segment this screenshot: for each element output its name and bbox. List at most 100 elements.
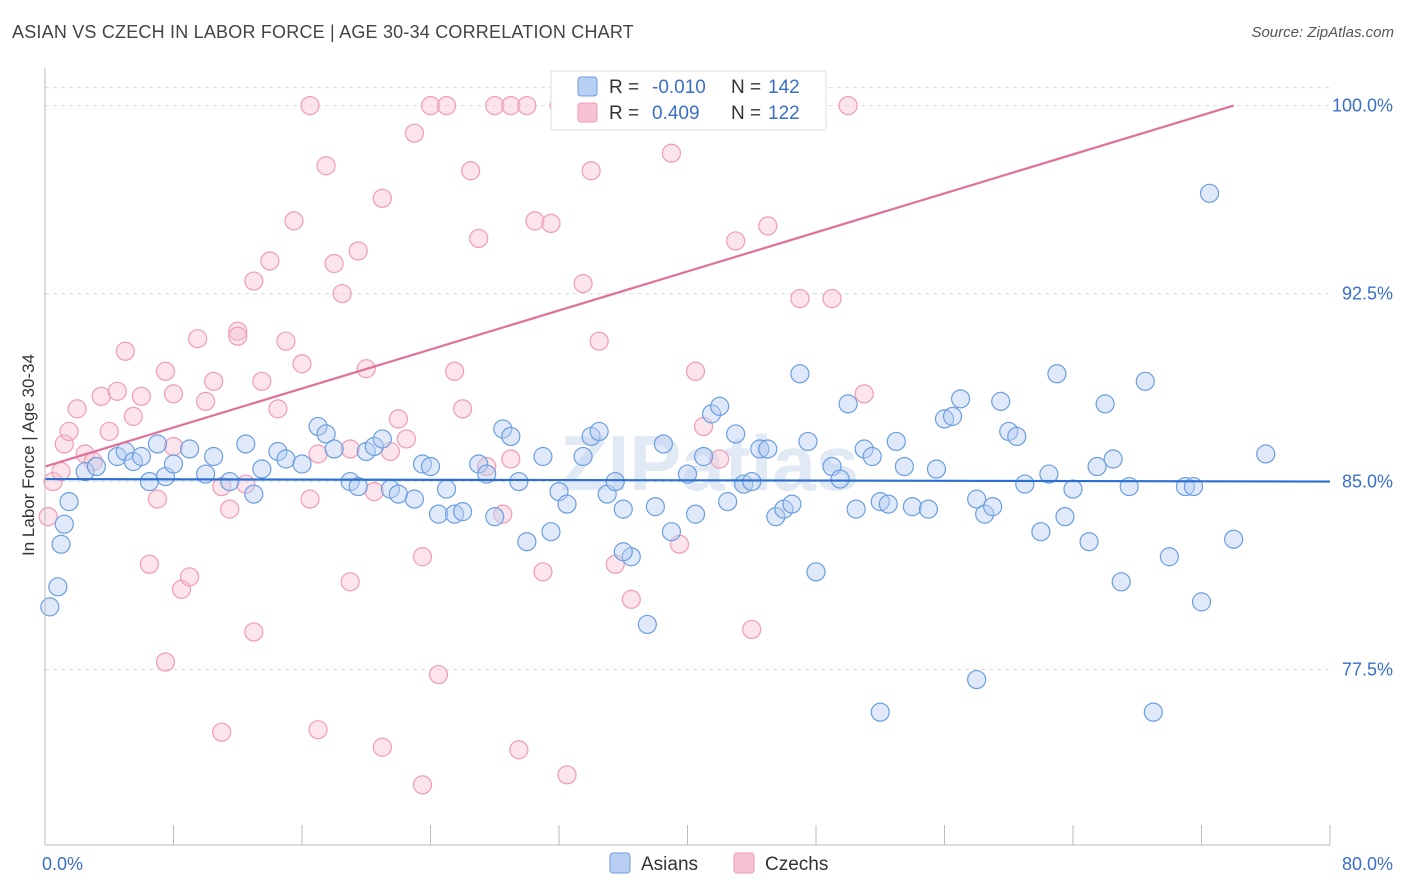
czech-point [308,720,328,740]
asian-point [204,446,224,467]
asian-point [236,434,256,454]
czech-point [453,399,473,419]
czech-point [324,253,344,274]
czech-point [147,489,168,509]
czech-point [557,765,577,785]
czech-point [348,241,368,261]
czech-point [501,95,521,116]
asian-point [59,492,79,512]
czech-point [308,444,328,464]
asian-point [645,497,665,517]
asian-point [790,364,810,384]
czechs-swatch [577,102,598,123]
asian-point [742,471,762,492]
trend-lines [44,104,1331,483]
czechs-trend-line [44,104,1234,468]
czech-point [573,273,593,294]
asian-point [1103,449,1123,469]
asian-point [830,469,850,489]
asian-point [75,461,95,482]
asians-r-value: -0.010 [652,77,706,98]
czech-point [710,449,730,469]
czech-point [244,271,264,291]
y-tick-label: 85.0% [1342,472,1393,492]
asian-point [404,489,425,509]
czechs-r-value: 0.409 [652,103,700,124]
asian-point [420,456,441,477]
czech-point [404,123,425,143]
czech-point [91,386,111,406]
asian-point [1015,474,1035,494]
asian-point [637,614,657,635]
asian-point [364,436,384,457]
asian-point [573,446,593,467]
czech-point [533,562,553,582]
czech-point [469,228,489,249]
asian-point [131,446,151,467]
czech-point [276,331,296,351]
asian-point [726,424,746,444]
czech-point [220,499,240,519]
asian-point [718,492,738,512]
asian-point [677,464,698,484]
czech-point [517,95,537,116]
czech-point [107,381,127,401]
asian-point [798,431,818,452]
asian-point [926,459,947,479]
asian-point [710,396,730,416]
y-tick-label: 77.5% [1342,660,1393,680]
czech-point [179,567,200,587]
czech-point [332,283,352,304]
czech-point [212,722,232,742]
stats-legend: R = -0.010 N = 142 R = 0.409 N = 122 [550,70,827,131]
czech-point [228,326,248,346]
asian-point [517,532,537,552]
asian-point [1031,522,1051,542]
czech-point [300,489,320,509]
asians-points [40,183,1276,722]
x-tick-label-min: 0.0% [42,854,83,874]
asian-point [292,454,312,474]
asian-point [163,454,184,474]
czech-point [501,449,521,469]
asian-point [541,522,561,542]
asian-point [902,497,922,517]
series-legend: Asians Czechs [609,852,828,875]
asian-point [782,494,802,514]
czech-point [420,95,441,116]
asian-point [870,702,890,722]
asian-point [653,434,674,454]
asian-point [1256,444,1276,464]
czech-point [396,429,417,449]
chart-title: ASIAN VS CZECH IN LABOR FORCE | AGE 30-3… [12,22,634,42]
asian-point [701,404,722,424]
czech-point [268,399,288,419]
asian-point [557,494,577,514]
asian-point [54,514,74,534]
asian-point [372,429,392,449]
czechs-n-label: N = [731,103,761,124]
legend-czechs-swatch [733,852,755,874]
czech-point [838,95,858,116]
asian-point [533,446,553,467]
czechs-r-label: R = [609,103,639,124]
czech-point [758,216,778,236]
czech-point [115,341,135,361]
asian-point [878,494,898,514]
czech-point [340,572,360,592]
legend-czechs-label: Czechs [765,854,828,875]
asian-point [750,439,770,459]
asian-point [308,416,328,437]
czech-point [485,95,505,116]
czech-point [340,439,360,459]
czech-point [196,391,216,411]
asian-point [886,431,906,452]
asian-point [918,499,939,519]
czech-point [284,211,304,231]
czech-point [461,161,481,181]
asian-point [766,507,786,527]
x-tick-label-max: 80.0% [1342,854,1393,874]
asian-point [1159,547,1179,567]
asian-point [51,534,71,554]
